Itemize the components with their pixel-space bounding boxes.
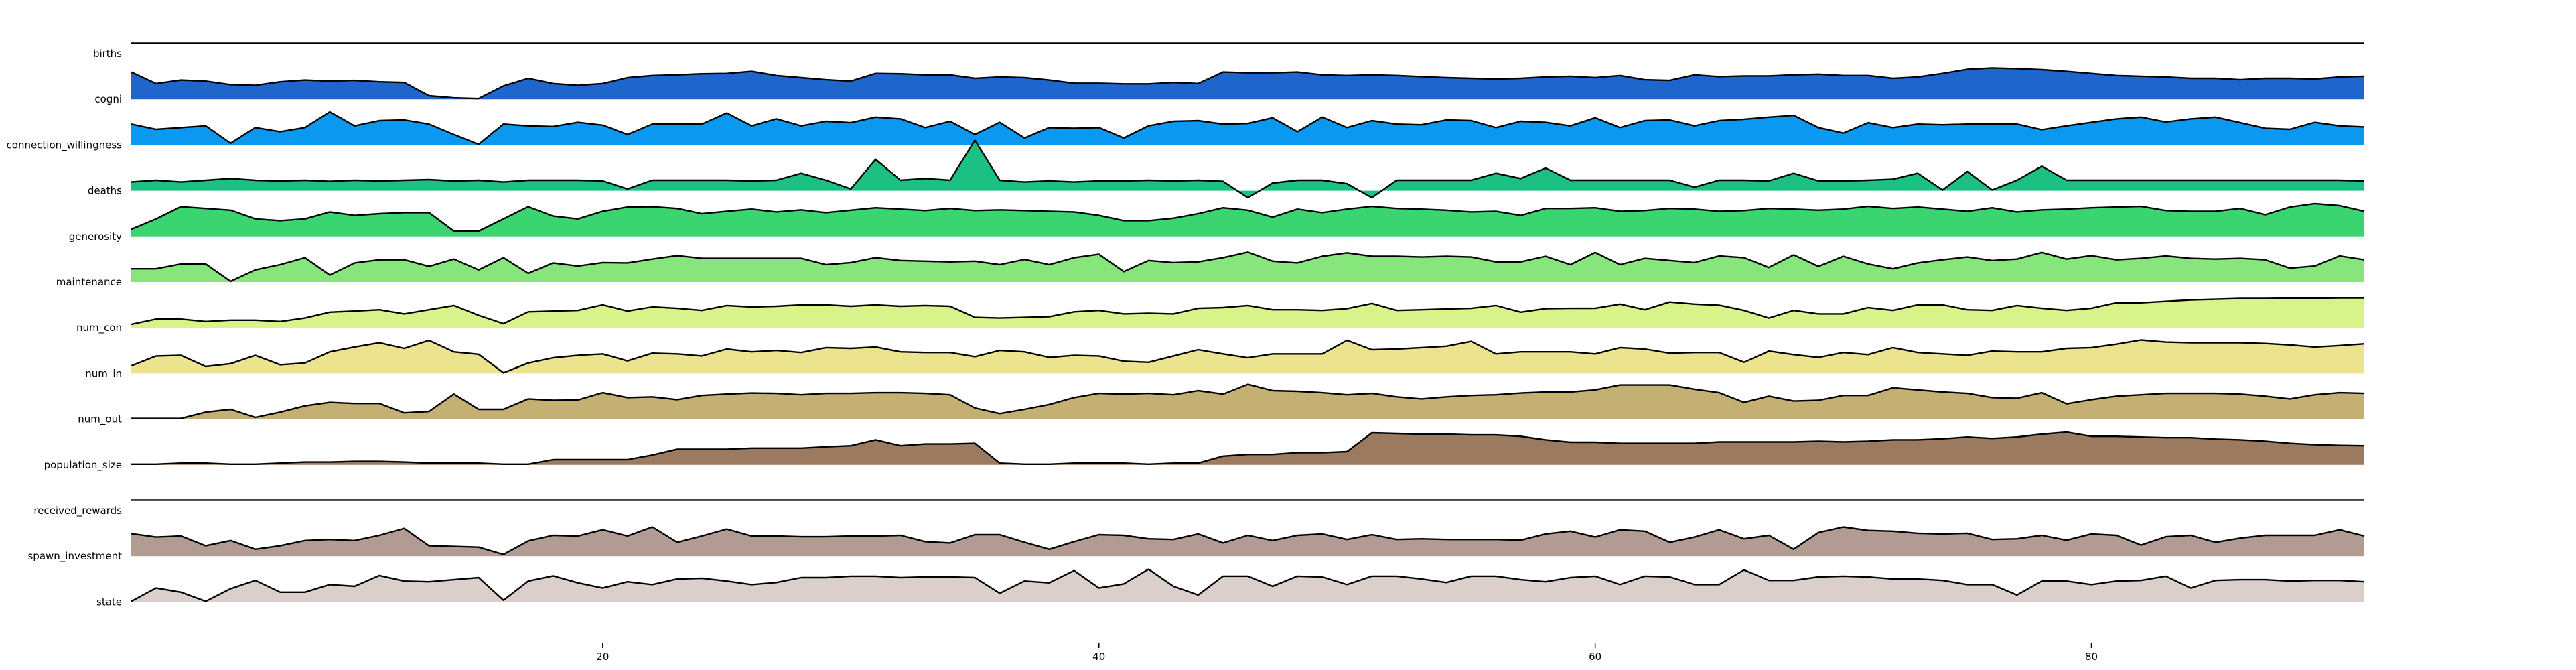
ridge-area [131, 112, 2364, 145]
x-tick-label: 40 [1092, 651, 1105, 663]
ridge-label: population_size [44, 459, 122, 472]
ridge-area [131, 431, 2364, 465]
ridge-generosity: generosity [69, 202, 2365, 243]
ridge-label: num_in [85, 367, 122, 380]
ridge-line [131, 431, 2365, 465]
ridge-label: num_con [76, 322, 122, 334]
ridge-area [131, 252, 2364, 282]
ridge-area [131, 340, 2364, 374]
ridge-label: generosity [69, 230, 122, 243]
ridge-deaths: deaths [88, 139, 2365, 199]
ridge-area [131, 68, 2364, 100]
ridge-label: state [96, 596, 122, 608]
ridge-state: state [96, 568, 2365, 608]
ridge-num_out: num_out [78, 383, 2365, 426]
x-tick-label: 80 [2085, 651, 2098, 663]
ridge-line [131, 251, 2365, 283]
ridge-label: connection_willingness [7, 139, 123, 151]
ridge-line [131, 383, 2365, 419]
ridge-line [131, 139, 2365, 199]
ridge-area [131, 43, 2364, 54]
ridge-connection_willingness: connection_willingness [7, 111, 2365, 151]
ridge-received_rewards: received_rewards [33, 499, 2364, 517]
ridge-label: num_out [78, 413, 122, 426]
ridge-line [131, 339, 2365, 374]
ridge-area [131, 569, 2364, 602]
x-tick-label: 20 [596, 651, 609, 663]
ridge-line [131, 67, 2365, 100]
ridge-area [131, 384, 2364, 419]
ridge-line [131, 202, 2365, 232]
ridge-line [131, 111, 2365, 145]
ridge-line [131, 526, 2365, 555]
ridge-births: births [93, 42, 2364, 60]
ridge-label: received_rewards [33, 505, 122, 517]
x-tick-label: 60 [1589, 651, 1601, 663]
ridge-num_in: num_in [85, 339, 2365, 380]
ridge-label: deaths [88, 185, 122, 197]
ridge-line [131, 568, 2365, 602]
ridge-cogni: cogni [94, 67, 2365, 105]
ridge-area [131, 297, 2364, 328]
ridge-area [131, 500, 2364, 511]
ridge-label: maintenance [56, 276, 122, 288]
ridge-spawn_investment: spawn_investment [27, 526, 2365, 563]
ridge-label: cogni [94, 93, 122, 105]
ridge-area [131, 140, 2364, 198]
ridge-line [131, 297, 2364, 326]
ridge-area [131, 527, 2364, 557]
ridge-label: spawn_investment [27, 550, 122, 563]
ridge-label: births [93, 48, 122, 60]
ridge-maintenance: maintenance [56, 251, 2365, 288]
x-axis: 20 40 60 80 [596, 643, 2098, 663]
ridge-num_con: num_con [76, 297, 2364, 334]
ridge-population_size: population_size [44, 431, 2365, 472]
